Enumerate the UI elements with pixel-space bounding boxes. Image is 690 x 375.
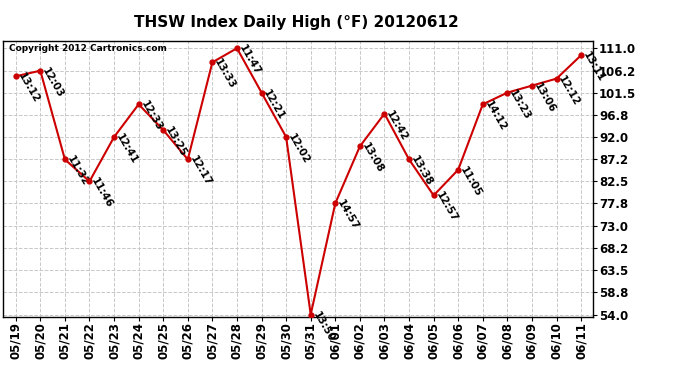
Text: 11:32: 11:32 xyxy=(65,154,90,188)
Text: 13:50: 13:50 xyxy=(310,309,336,343)
Text: 13:38: 13:38 xyxy=(409,154,434,188)
Text: Copyright 2012 Cartronics.com: Copyright 2012 Cartronics.com xyxy=(10,44,167,53)
Text: 12:41: 12:41 xyxy=(114,132,139,166)
Text: 11:46: 11:46 xyxy=(90,176,115,210)
Text: 12:42: 12:42 xyxy=(384,109,410,142)
Text: 12:02: 12:02 xyxy=(286,132,311,166)
Text: 12:33: 12:33 xyxy=(139,99,164,133)
Text: 13:33: 13:33 xyxy=(213,57,237,91)
Text: 13:12: 13:12 xyxy=(16,71,41,105)
Text: 13:25: 13:25 xyxy=(164,125,188,159)
Text: 12:57: 12:57 xyxy=(433,190,459,224)
Text: 12:12: 12:12 xyxy=(557,74,582,107)
Text: 13:11: 13:11 xyxy=(581,50,607,84)
Text: 11:47: 11:47 xyxy=(237,43,262,77)
Text: THSW Index Daily High (°F) 20120612: THSW Index Daily High (°F) 20120612 xyxy=(135,15,459,30)
Text: 13:06: 13:06 xyxy=(532,81,557,114)
Text: 12:17: 12:17 xyxy=(188,154,213,188)
Text: 13:08: 13:08 xyxy=(360,141,385,175)
Text: 13:23: 13:23 xyxy=(507,88,533,122)
Text: 14:12: 14:12 xyxy=(483,99,508,133)
Text: 14:57: 14:57 xyxy=(335,198,361,232)
Text: 12:03: 12:03 xyxy=(40,66,66,99)
Text: 11:05: 11:05 xyxy=(458,165,484,198)
Text: 12:21: 12:21 xyxy=(262,88,287,122)
